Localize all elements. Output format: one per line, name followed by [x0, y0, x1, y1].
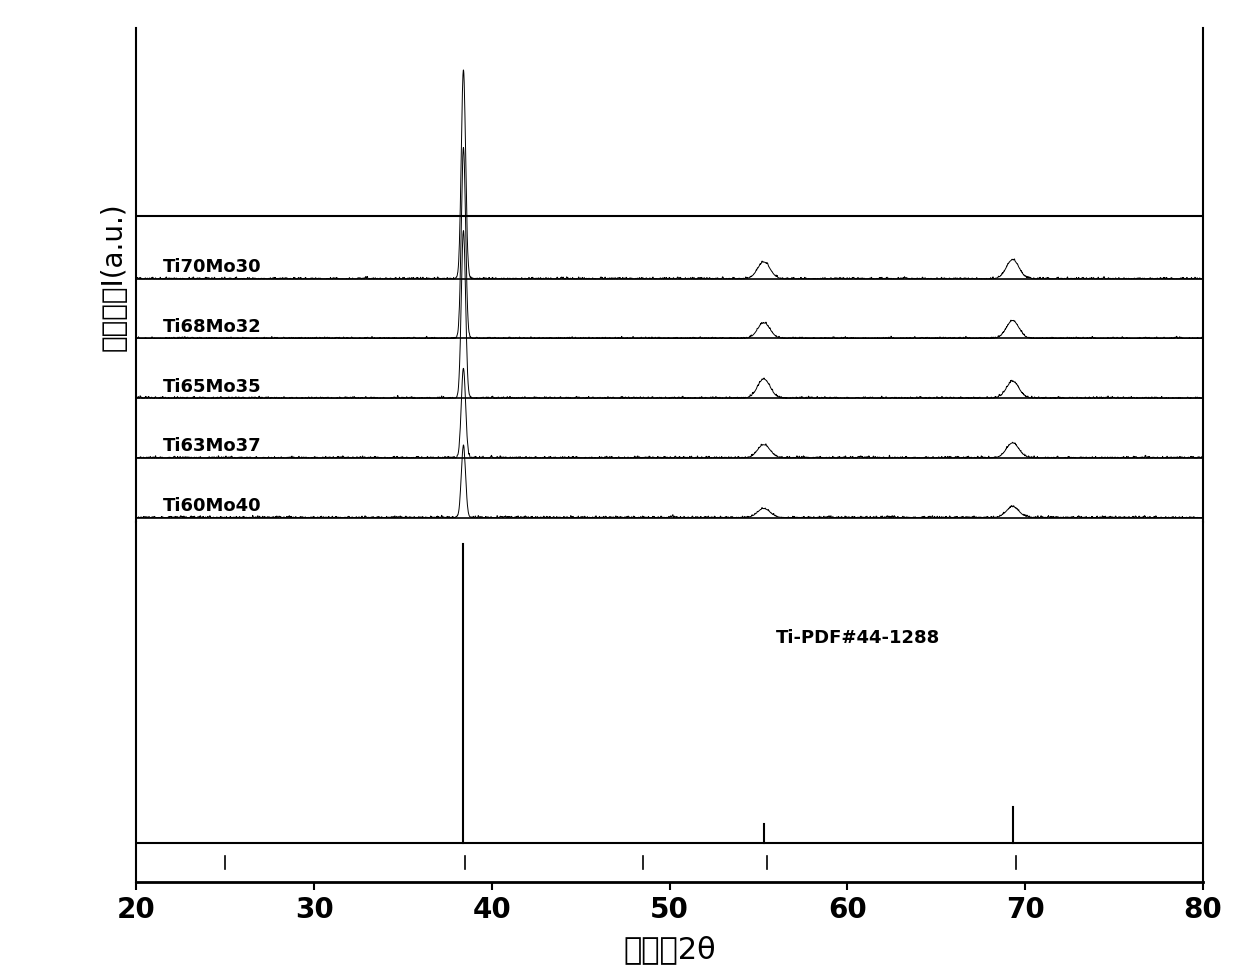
- Y-axis label: 衍射强度I(a.u.): 衍射强度I(a.u.): [100, 202, 128, 350]
- Text: Ti68Mo32: Ti68Mo32: [164, 318, 262, 335]
- Text: Ti60Mo40: Ti60Mo40: [164, 496, 262, 515]
- Text: Ti63Mo37: Ti63Mo37: [164, 437, 262, 454]
- Text: Ti70Mo30: Ti70Mo30: [164, 258, 262, 276]
- X-axis label: 衍射角2θ: 衍射角2θ: [624, 934, 715, 963]
- Text: Ti-PDF#44-1288: Ti-PDF#44-1288: [776, 628, 940, 646]
- Text: Ti65Mo35: Ti65Mo35: [164, 377, 262, 395]
